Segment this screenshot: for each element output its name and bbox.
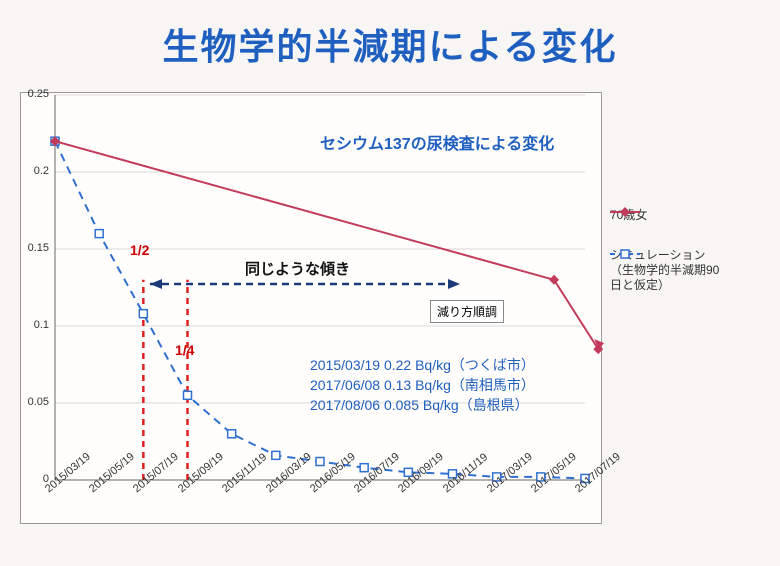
slope-label: 同じような傾き	[245, 258, 350, 279]
data-row: 2017/06/08 0.13 Bq/kg（南相馬市）	[310, 375, 535, 395]
slide: 生物学的半減期による変化 セシウム137の尿検査による変化 70歳女 シミュレー…	[0, 0, 780, 566]
annot-quarter: 1/4	[175, 342, 194, 358]
data-readings: 2015/03/19 0.22 Bq/kg（つくば市）2017/06/08 0.…	[310, 355, 535, 415]
data-row: 2015/03/19 0.22 Bq/kg（つくば市）	[310, 355, 535, 375]
legend-70f: 70歳女	[610, 206, 647, 223]
legend-sim: シミュレーション （生物学的半減期90 日と仮定）	[610, 248, 770, 293]
y-tick: 0.1	[9, 319, 49, 331]
annot-half: 1/2	[130, 242, 149, 258]
callout-box: 減り方順調	[430, 300, 504, 323]
y-tick: 0.2	[9, 165, 49, 177]
data-row: 2017/08/06 0.085 Bq/kg（島根県）	[310, 395, 535, 415]
y-tick: 0	[9, 473, 49, 485]
y-tick: 0.15	[9, 242, 49, 254]
y-tick: 0.05	[9, 396, 49, 408]
y-tick: 0.25	[9, 88, 49, 100]
